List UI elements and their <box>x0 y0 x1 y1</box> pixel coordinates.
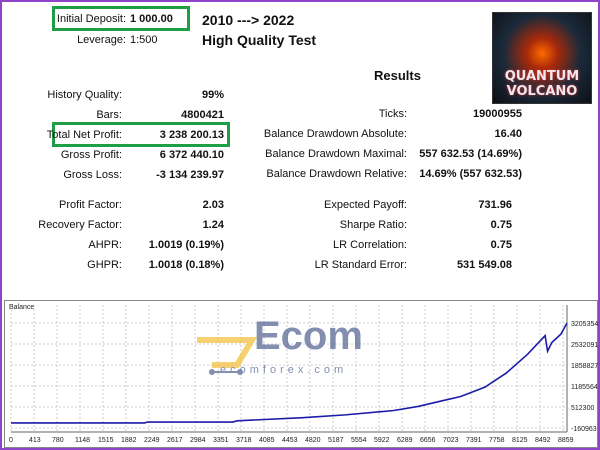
leverage-label: Leverage: <box>77 34 126 46</box>
right-stat-label: Balance Drawdown Maximal: <box>265 148 407 160</box>
right-stat-value: 557 632.53 (14.69%) <box>419 148 522 160</box>
left-stat-label: History Quality: <box>47 89 122 101</box>
test-quality: High Quality Test <box>202 32 317 48</box>
y-tick-label: 2532091 <box>571 342 598 349</box>
balance-chart: Balance 3205354 2532091 1858827 1185564 5123… <box>4 300 598 448</box>
chart-title: Balance <box>9 304 35 311</box>
x-tick-label: 6289 <box>397 437 413 444</box>
x-tick-label: 5554 <box>351 437 367 444</box>
x-tick-label: 5187 <box>328 437 344 444</box>
net-profit-highlight <box>52 122 230 147</box>
right2-stat-value: 531 549.08 <box>456 259 512 271</box>
left-stat-value: 3 238 200.13 <box>159 129 224 141</box>
x-tick-label: 7391 <box>466 437 482 444</box>
y-tick-label: 512300 <box>571 405 594 412</box>
right-stat-label: Balance Drawdown Absolute: <box>263 128 407 140</box>
x-tick-label: 0 <box>9 437 13 444</box>
deposit-value: 1 000.00 <box>130 13 173 25</box>
right-stat-value: 14.69% (557 632.53) <box>419 168 522 180</box>
y-tick-label: 1185564 <box>571 384 598 391</box>
x-tick-label: 413 <box>29 437 41 444</box>
x-tick-label: 2984 <box>190 437 206 444</box>
x-tick-label: 3351 <box>213 437 229 444</box>
results-heading: Results <box>374 68 421 83</box>
y-tick-label: 1858827 <box>571 363 598 370</box>
watermark-brand: ecomforex.com <box>220 364 348 376</box>
x-tick-label: 2617 <box>167 437 183 444</box>
ecomforex-watermark: Ecom ecomforex.com <box>192 314 392 382</box>
deposit-highlight <box>52 6 190 31</box>
right2-stat-label: Expected Payoff: <box>324 199 407 211</box>
right2-stat-label: Sharpe Ratio: <box>339 219 407 231</box>
right-stat-label: Balance Drawdown Relative: <box>266 168 407 180</box>
x-tick-label: 2249 <box>144 437 160 444</box>
x-tick-label: 1882 <box>121 437 137 444</box>
chart-canvas: 3205354 2532091 1858827 1185564 512300 -16096… <box>9 305 598 444</box>
right2-stat-value: 0.75 <box>490 219 512 231</box>
left-stat-value: 6 372 440.10 <box>159 149 224 161</box>
right-stat-value: 19000955 <box>473 108 522 120</box>
left-stat-value: -3 134 239.97 <box>156 169 224 181</box>
left2-stat-value: 2.03 <box>202 199 224 211</box>
left-stat-label: Gross Loss: <box>63 169 122 181</box>
left2-stat-label: Profit Factor: <box>59 199 122 211</box>
left-stat-label: Gross Profit: <box>60 149 122 161</box>
x-tick-label: 8859 <box>558 437 574 444</box>
left2-stat-label: AHPR: <box>88 239 122 251</box>
left-stat-label: Total Net Profit: <box>46 129 122 141</box>
x-tick-label: 8492 <box>535 437 551 444</box>
right-stat-value: 16.40 <box>494 128 522 140</box>
left-stat-value: 4800421 <box>181 109 224 121</box>
x-tick-label: 1148 <box>75 437 90 444</box>
balance-line <box>11 322 568 424</box>
x-tick-label: 5922 <box>374 437 390 444</box>
x-tick-label: 3718 <box>236 437 252 444</box>
x-tick-label: 4820 <box>305 437 321 444</box>
logo-line1: QUANTUM <box>504 69 580 84</box>
right2-stat-value: 0.75 <box>490 239 512 251</box>
right2-stat-label: LR Correlation: <box>333 239 407 251</box>
left-stat-label: Bars: <box>96 109 122 121</box>
x-tick-label: 7023 <box>443 437 459 444</box>
x-tick-label: 7758 <box>489 437 505 444</box>
left-stat-value: 99% <box>201 89 224 101</box>
left2-stat-value: 1.0018 (0.18%) <box>148 259 224 271</box>
cart-icon <box>197 337 258 375</box>
logo-line2: VOLCANO <box>506 84 578 99</box>
x-tick-label: 4085 <box>259 437 275 444</box>
watermark-mark: Ecom <box>254 314 363 358</box>
x-tick-label: 8125 <box>512 437 528 444</box>
left2-stat-label: Recovery Factor: <box>38 219 122 231</box>
x-tick-label: 4453 <box>282 437 298 444</box>
right-stat-label: Ticks: <box>378 108 407 120</box>
quantum-volcano-logo: QUANTUM VOLCANO <box>492 12 592 104</box>
x-tick-label: 6656 <box>420 437 436 444</box>
right2-stat-label: LR Standard Error: <box>314 259 407 271</box>
x-tick-label: 780 <box>52 437 64 444</box>
x-tick-label: 1515 <box>98 437 114 444</box>
left2-stat-value: 1.0019 (0.19%) <box>148 239 224 251</box>
y-tick-label: -160963 <box>571 426 597 433</box>
test-period: 2010 ---> 2022 <box>202 12 295 28</box>
left2-stat-label: GHPR: <box>87 259 122 271</box>
right2-stat-value: 731.96 <box>478 199 512 211</box>
y-tick-label: 3205354 <box>571 321 598 328</box>
deposit-label: Initial Deposit: <box>56 13 126 25</box>
left2-stat-value: 1.24 <box>202 219 224 231</box>
leverage-value: 1:500 <box>130 34 158 46</box>
